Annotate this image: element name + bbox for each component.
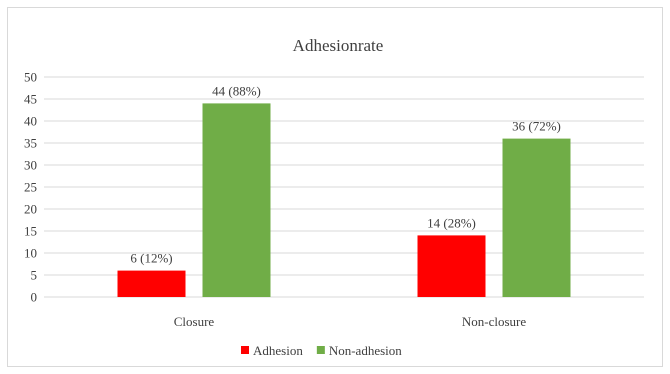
x-category-label: Closure	[174, 314, 215, 329]
y-tick-label: 45	[24, 92, 37, 107]
bar-non-adhesion	[202, 103, 271, 298]
data-label: 44 (88%)	[212, 83, 261, 98]
y-tick-label: 35	[24, 136, 37, 151]
legend-swatch	[241, 346, 249, 354]
data-labels: 6 (12%) 44 (88%) 14 (28%) 36 (72%)	[130, 83, 561, 265]
y-tick-label: 20	[24, 202, 37, 217]
y-tick-label: 5	[31, 268, 38, 283]
y-tick-label: 30	[24, 158, 37, 173]
data-label: 14 (28%)	[427, 215, 476, 230]
y-tick-label: 0	[31, 290, 38, 305]
y-tick-label: 25	[24, 180, 37, 195]
data-label: 6 (12%)	[130, 251, 172, 266]
chart-frame: Adhesionrate 0 5 10 15 20 25 30 35 40 45 50 6 (12%…	[7, 7, 663, 367]
bar-non-adhesion	[502, 138, 571, 297]
legend: Adhesion Non-adhesion	[241, 343, 402, 358]
bar-adhesion	[117, 270, 186, 297]
y-tick-label: 10	[24, 246, 37, 261]
y-tick-label: 50	[24, 70, 37, 85]
legend-label: Adhesion	[253, 343, 303, 358]
data-label: 36 (72%)	[512, 119, 561, 134]
y-axis-ticks: 0 5 10 15 20 25 30 35 40 45 50	[24, 70, 37, 305]
y-tick-label: 15	[24, 224, 37, 239]
legend-label: Non-adhesion	[329, 343, 402, 358]
chart-title: Adhesionrate	[293, 36, 384, 55]
legend-swatch	[316, 346, 325, 354]
bar-chart: Adhesionrate 0 5 10 15 20 25 30 35 40 45 50 6 (12%…	[24, 36, 644, 358]
x-axis-categories: Closure Non-closure	[174, 314, 527, 329]
bar-adhesion	[417, 235, 486, 297]
x-category-label: Non-closure	[462, 314, 526, 329]
bars	[117, 103, 571, 298]
y-tick-label: 40	[24, 114, 37, 129]
